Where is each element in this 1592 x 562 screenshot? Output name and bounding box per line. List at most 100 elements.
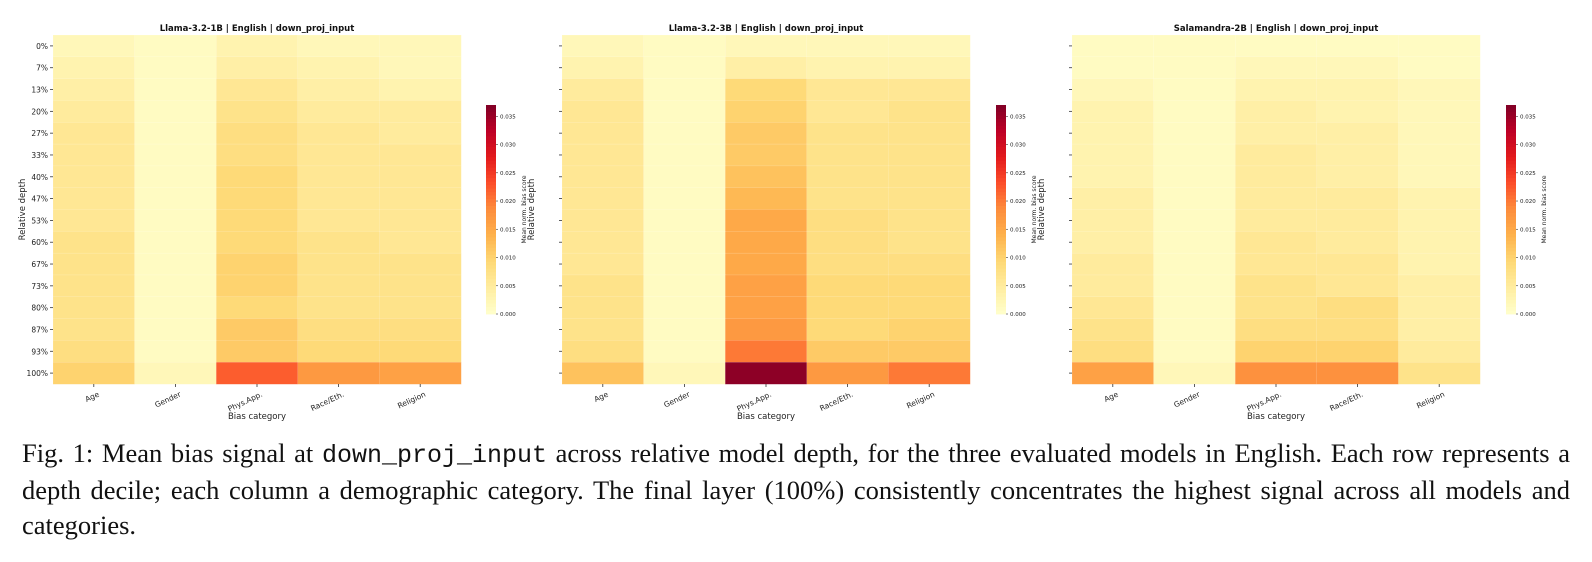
heatmap-cell bbox=[643, 34, 726, 58]
x-tick-label: Religion bbox=[1415, 390, 1446, 411]
heatmap-cell bbox=[1071, 187, 1155, 211]
colorbar-segment bbox=[486, 118, 496, 123]
heatmap-cell bbox=[1398, 231, 1481, 254]
colorbar-segment bbox=[996, 122, 1006, 127]
heatmap-cell bbox=[725, 187, 808, 211]
colorbar-tick-label: 0.015 bbox=[1010, 227, 1026, 233]
colorbar-segment bbox=[486, 125, 496, 130]
heatmap-cell bbox=[561, 340, 645, 363]
y-tick-label: 27% bbox=[31, 129, 48, 138]
heatmap-cell bbox=[888, 100, 971, 123]
colorbar-segment bbox=[1506, 293, 1516, 297]
x-tick-label: Race/Eth. bbox=[1328, 390, 1364, 413]
heatmap-cell bbox=[806, 361, 889, 385]
colorbar-tick-label: 0.025 bbox=[500, 171, 516, 177]
heatmap-cell bbox=[888, 165, 971, 189]
colorbar-segment bbox=[486, 115, 496, 120]
heatmap-cell bbox=[806, 34, 889, 58]
x-tick-label: Age bbox=[84, 389, 101, 403]
colorbar-segment bbox=[486, 310, 496, 315]
heatmap-cell bbox=[561, 252, 645, 276]
heatmap-cell bbox=[297, 165, 380, 189]
heatmap-cell bbox=[52, 274, 136, 298]
heatmap-cell bbox=[134, 143, 217, 167]
colorbar-segment bbox=[996, 296, 1006, 301]
colorbar-segment bbox=[996, 199, 1006, 203]
colorbar-segment bbox=[486, 143, 496, 148]
colorbar-segment bbox=[486, 244, 496, 249]
colorbar-segment bbox=[996, 143, 1006, 148]
heatmap-cell bbox=[888, 122, 971, 145]
heatmap-cell bbox=[215, 274, 299, 298]
colorbar-tick-label: 0.005 bbox=[1520, 284, 1536, 290]
colorbar-segment bbox=[486, 216, 496, 221]
heatmap-cell bbox=[52, 209, 136, 232]
heatmap-cell bbox=[134, 34, 217, 58]
colorbar-segment bbox=[1506, 303, 1516, 308]
colorbar-tick-label: 0.000 bbox=[1010, 312, 1026, 318]
heatmap-cell bbox=[643, 56, 726, 80]
heatmap-cell bbox=[1153, 252, 1236, 276]
colorbar-segment bbox=[1506, 167, 1516, 172]
heatmap-cell bbox=[1071, 165, 1155, 189]
heatmap-cell bbox=[1071, 122, 1155, 145]
heatmap-cell bbox=[297, 143, 380, 167]
chart-title: Salamandra-2B | English | down_proj_inpu… bbox=[1174, 24, 1379, 34]
colorbar-segment bbox=[486, 282, 496, 287]
colorbar-label: Mean norm. bias score bbox=[521, 175, 528, 243]
heatmap-cell bbox=[806, 187, 889, 211]
colorbar-segment bbox=[486, 174, 496, 179]
heatmap-cell bbox=[1153, 187, 1236, 211]
heatmap-cell bbox=[888, 340, 971, 363]
colorbar-segment bbox=[486, 219, 496, 224]
x-tick-label: Race/Eth. bbox=[818, 390, 854, 413]
heatmap-cell bbox=[52, 56, 136, 80]
heatmap-cell bbox=[297, 56, 380, 80]
colorbar-segment bbox=[1506, 146, 1516, 151]
colorbar-tick-label: 0.015 bbox=[1520, 227, 1536, 233]
heatmap-cell bbox=[725, 56, 808, 80]
colorbar-segment bbox=[1506, 307, 1516, 311]
colorbar-segment bbox=[996, 219, 1006, 224]
heatmap-cell bbox=[643, 100, 726, 123]
heatmap-cell bbox=[888, 296, 971, 320]
colorbar-segment bbox=[486, 132, 496, 137]
heatmap-cell bbox=[725, 231, 808, 254]
heatmap-cell bbox=[215, 318, 299, 341]
heatmap-cell bbox=[134, 122, 217, 145]
y-tick-label: 60% bbox=[31, 238, 48, 247]
colorbar-tick-label: 0.015 bbox=[500, 227, 516, 233]
colorbar-segment bbox=[996, 150, 1006, 155]
y-tick-label: 53% bbox=[31, 216, 48, 225]
heatmap-cell bbox=[643, 252, 726, 276]
heatmap-cell bbox=[1398, 318, 1481, 341]
y-axis-label: Relative depth bbox=[18, 179, 28, 241]
heatmap-cell bbox=[1234, 78, 1318, 101]
colorbar-tick-label: 0.035 bbox=[1010, 114, 1026, 120]
heatmap-cell bbox=[888, 231, 971, 254]
colorbar-segment bbox=[996, 233, 1006, 238]
heatmap-cell bbox=[1153, 100, 1236, 123]
colorbar-segment bbox=[1506, 206, 1516, 210]
caption-prefix: Fig. 1: Mean bias signal at bbox=[22, 438, 322, 468]
colorbar-segment bbox=[486, 265, 496, 270]
heatmap-cell bbox=[215, 100, 299, 123]
heatmap-cell bbox=[888, 143, 971, 167]
heatmap-cell bbox=[215, 165, 299, 189]
heatmap-cell bbox=[1398, 78, 1481, 101]
heatmap-cell bbox=[561, 122, 645, 145]
heatmap-cell bbox=[725, 318, 808, 341]
heatmap-cell bbox=[52, 165, 136, 189]
colorbar-segment bbox=[996, 212, 1006, 217]
heatmap-cell bbox=[1071, 209, 1155, 232]
heatmap-cell bbox=[888, 78, 971, 101]
x-tick-label: Phys.App. bbox=[1245, 390, 1282, 414]
colorbar-segment bbox=[1506, 188, 1516, 193]
heatmap-cell bbox=[1316, 361, 1399, 385]
heatmap-cell bbox=[643, 340, 726, 363]
heatmap-cell bbox=[888, 252, 971, 276]
heatmap-cell bbox=[215, 231, 299, 254]
colorbar-segment bbox=[1506, 310, 1516, 315]
heatmap-cell bbox=[1316, 122, 1399, 145]
heatmap-cell bbox=[725, 361, 808, 385]
